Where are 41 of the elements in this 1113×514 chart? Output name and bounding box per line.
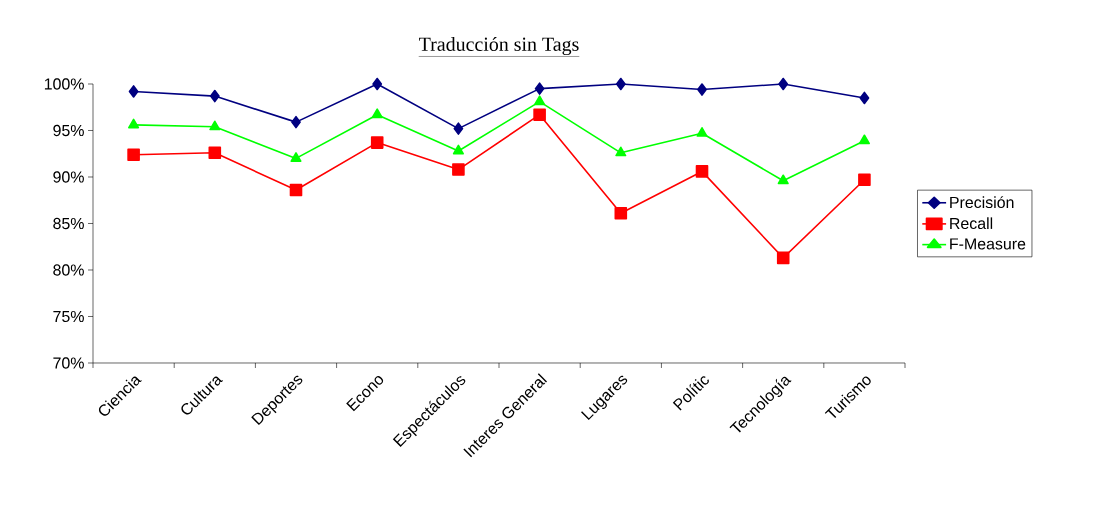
point (289, 183, 303, 197)
point (615, 77, 626, 91)
point (128, 118, 140, 129)
point (452, 144, 464, 155)
point (453, 122, 464, 135)
point (208, 146, 222, 160)
y-tick-label: 75% (53, 310, 84, 323)
point (696, 126, 708, 137)
point (372, 77, 383, 91)
point (778, 77, 789, 91)
point (859, 91, 870, 105)
point (614, 206, 628, 220)
y-tick-label: 85% (53, 217, 84, 230)
legend-label: Precisión (950, 196, 1014, 209)
point (777, 174, 789, 185)
y-tick-label: 80% (53, 264, 84, 276)
point (291, 115, 301, 129)
point (534, 95, 546, 106)
y-tick-label: 90% (53, 171, 84, 183)
y-tick-label: 70% (53, 357, 84, 369)
chart-title: Traducción sin Tags (419, 36, 579, 56)
point (697, 83, 707, 96)
y-tick-label: 100% (44, 78, 84, 90)
y-tick-label: 95% (53, 124, 84, 137)
point (858, 134, 870, 145)
point (858, 173, 871, 187)
point (290, 152, 302, 162)
point (370, 136, 384, 149)
point (695, 165, 709, 178)
point (776, 251, 790, 265)
point (209, 120, 221, 131)
point (533, 108, 546, 121)
point (209, 89, 220, 103)
legend-label: Recall (950, 217, 993, 230)
point (127, 148, 140, 161)
point (534, 82, 545, 95)
point (371, 108, 383, 119)
point (452, 163, 465, 176)
point (128, 85, 139, 98)
legend-label: F-Measure (950, 238, 1026, 250)
point (615, 146, 627, 157)
